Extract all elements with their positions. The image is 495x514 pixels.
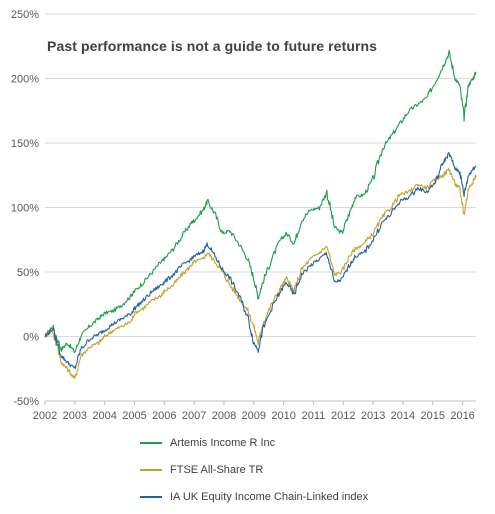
y-tick-label: -50% — [13, 396, 39, 408]
legend-item-series-1: Artemis Income R Inc — [140, 433, 470, 453]
series-line-3 — [44, 152, 477, 370]
x-tick-label: 2008 — [212, 410, 236, 422]
x-tick-label: 2016 — [450, 410, 474, 422]
y-tick-label: 150% — [11, 138, 39, 150]
x-tick-label: 2009 — [242, 410, 266, 422]
legend-swatch-series-3 — [140, 496, 162, 498]
x-tick-label: 2005 — [122, 410, 146, 422]
x-tick-label: 2015 — [421, 410, 445, 422]
chart-title: Past performance is not a guide to futur… — [47, 38, 378, 54]
x-tick-label: 2007 — [182, 410, 206, 422]
y-tick-label: 50% — [17, 267, 39, 279]
x-tick-label: 2003 — [63, 410, 87, 422]
legend-item-series-2: FTSE All-Share TR — [140, 460, 470, 480]
y-tick-label: 200% — [11, 74, 39, 86]
x-tick-label: 2012 — [331, 410, 355, 422]
legend-swatch-series-1 — [140, 442, 162, 444]
series-line-1 — [44, 49, 477, 354]
x-tick-label: 2014 — [391, 410, 415, 422]
x-tick-label: 2011 — [302, 410, 326, 422]
x-tick-label: 2010 — [271, 410, 295, 422]
x-tick-label: 2013 — [361, 410, 385, 422]
legend-label-series-2: FTSE All-Share TR — [170, 464, 264, 476]
legend-label-series-1: Artemis Income R Inc — [170, 437, 276, 449]
series-line-2 — [44, 168, 477, 379]
legend-swatch-series-2 — [140, 469, 162, 471]
legend: Artemis Income R Inc FTSE All-Share TR I… — [140, 433, 470, 514]
legend-label-series-3: IA UK Equity Income Chain-Linked index — [170, 491, 369, 503]
y-tick-label: 100% — [11, 203, 39, 215]
y-tick-label: 250% — [11, 9, 39, 21]
y-tick-label: 0% — [23, 332, 39, 344]
x-tick-label: 2002 — [33, 410, 57, 422]
x-tick-label: 2004 — [92, 410, 116, 422]
legend-item-series-3: IA UK Equity Income Chain-Linked index — [140, 487, 470, 507]
x-tick-label: 2006 — [152, 410, 176, 422]
